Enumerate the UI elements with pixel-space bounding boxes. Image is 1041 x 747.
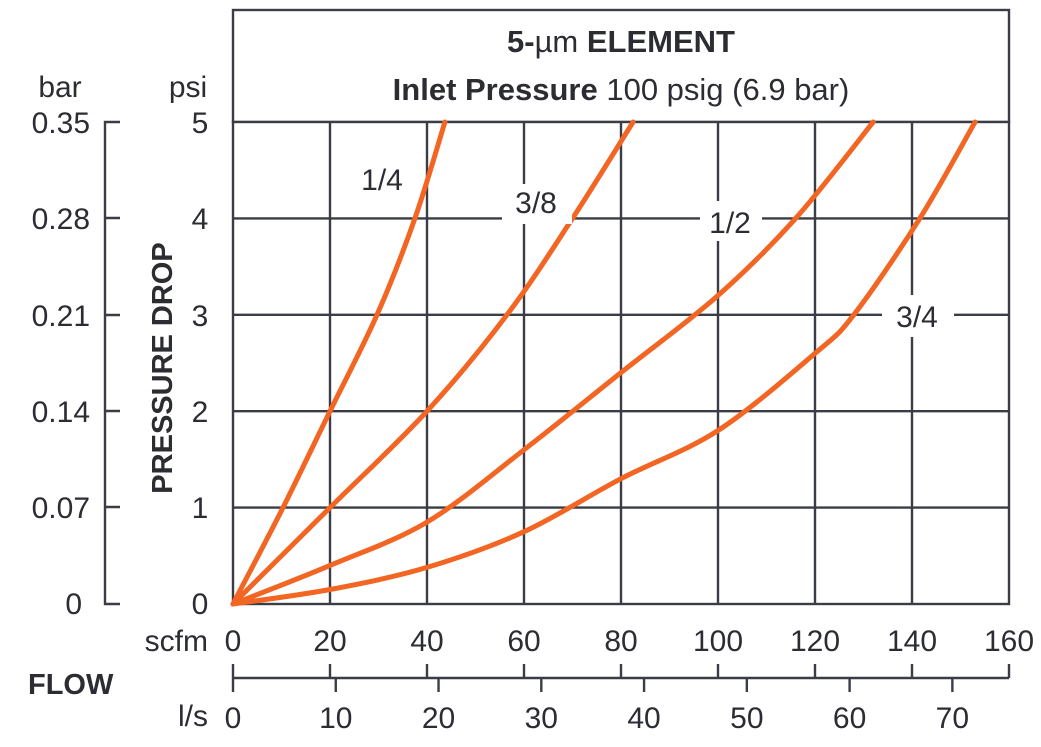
curve-3-4 (230, 119, 978, 607)
scfm-tick: 80 (604, 625, 637, 658)
header-line-2: Inlet Pressure 100 psig (6.9 bar) (393, 72, 850, 107)
series-labels: 1/4 3/8 1/2 3/4 (350, 158, 954, 337)
y-axis-title: PRESSURE DROP (147, 242, 179, 493)
curves (230, 119, 978, 607)
x-axis-ls: l/s 0 10 20 30 40 50 60 70 (178, 700, 969, 735)
scfm-tick: 120 (790, 625, 840, 658)
scfm-tick: 140 (887, 625, 937, 658)
psi-tick: 1 (192, 492, 209, 525)
scfm-tick: 160 (984, 625, 1034, 658)
x-axis-scfm: scfm 0 20 40 60 80 100 120 140 160 (145, 625, 1034, 658)
bar-tick: 0 (65, 588, 82, 621)
ls-tick: 50 (730, 702, 763, 735)
psi-tick: 4 (192, 203, 209, 236)
ls-tick: 40 (627, 702, 660, 735)
scfm-tick: 100 (693, 625, 743, 658)
bar-tick: 0.21 (32, 300, 90, 333)
flow-scale (231, 664, 1011, 692)
series-label-1-4: 1/4 (361, 164, 403, 197)
scfm-tick: 20 (313, 625, 346, 658)
scfm-unit-label: scfm (145, 625, 208, 658)
bar-tick: 0.07 (32, 492, 90, 525)
ls-tick: 30 (525, 702, 558, 735)
psi-unit-label: psi (169, 71, 207, 104)
psi-tick: 5 (192, 107, 209, 140)
ls-tick: 20 (422, 702, 455, 735)
series-label-1-2: 1/2 (709, 207, 751, 240)
ls-tick: 10 (319, 702, 352, 735)
bar-tick: 0.28 (32, 203, 90, 236)
scfm-tick: 60 (507, 625, 540, 658)
y-axis-bar: bar 0.35 0.28 0.21 0.14 0.07 0 (32, 71, 120, 621)
ls-tick: 70 (936, 702, 969, 735)
plot-grid (231, 120, 1011, 606)
x-axis-title: FLOW (28, 669, 114, 701)
chart-header: 5-µm ELEMENT Inlet Pressure 100 psig (6.… (231, 8, 1011, 124)
curve-1-4 (230, 119, 448, 607)
curve-1-2 (230, 119, 876, 607)
scfm-tick: 0 (225, 625, 242, 658)
y-axis-psi: psi 5 4 3 2 1 0 (169, 71, 209, 621)
psi-tick: 3 (192, 300, 209, 333)
bar-unit-label: bar (38, 71, 81, 104)
ls-tick: 0 (225, 702, 242, 735)
bar-tick: 0.14 (32, 396, 90, 429)
psi-tick: 2 (192, 396, 209, 429)
curve-3-8 (230, 119, 636, 607)
psi-tick: 0 (192, 588, 209, 621)
ls-tick: 60 (833, 702, 866, 735)
ls-unit-label: l/s (178, 700, 208, 733)
bar-tick: 0.35 (32, 107, 90, 140)
header-line-1: 5-µm ELEMENT (507, 24, 735, 59)
scfm-tick: 40 (410, 625, 443, 658)
series-label-3-4: 3/4 (896, 301, 938, 334)
series-label-3-8: 3/8 (515, 187, 557, 220)
